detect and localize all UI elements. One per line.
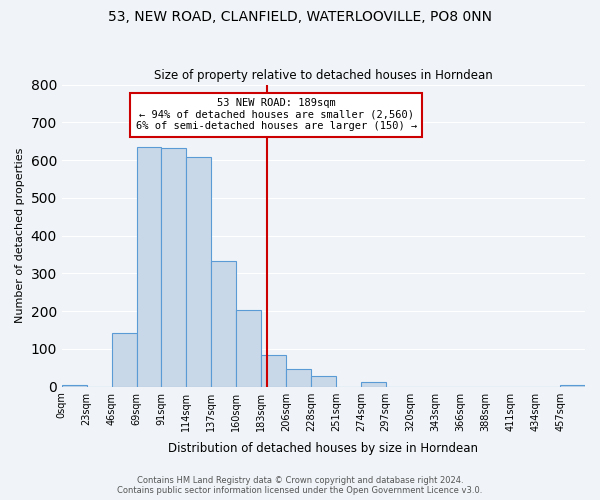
Bar: [112, 332, 137, 386]
Bar: [161, 148, 187, 386]
Bar: [286, 370, 311, 386]
X-axis label: Distribution of detached houses by size in Horndean: Distribution of detached houses by size …: [169, 442, 478, 455]
Bar: [361, 382, 386, 386]
Title: Size of property relative to detached houses in Horndean: Size of property relative to detached ho…: [154, 69, 493, 82]
Y-axis label: Number of detached properties: Number of detached properties: [15, 148, 25, 324]
Bar: [311, 376, 336, 386]
Bar: [560, 385, 585, 386]
Bar: [211, 262, 236, 386]
Bar: [261, 354, 286, 386]
Bar: [62, 385, 87, 386]
Text: 53, NEW ROAD, CLANFIELD, WATERLOOVILLE, PO8 0NN: 53, NEW ROAD, CLANFIELD, WATERLOOVILLE, …: [108, 10, 492, 24]
Bar: [236, 310, 261, 386]
Text: 53 NEW ROAD: 189sqm
← 94% of detached houses are smaller (2,560)
6% of semi-deta: 53 NEW ROAD: 189sqm ← 94% of detached ho…: [136, 98, 417, 132]
Bar: [137, 147, 161, 386]
Text: Contains HM Land Registry data © Crown copyright and database right 2024.
Contai: Contains HM Land Registry data © Crown c…: [118, 476, 482, 495]
Bar: [187, 156, 211, 386]
